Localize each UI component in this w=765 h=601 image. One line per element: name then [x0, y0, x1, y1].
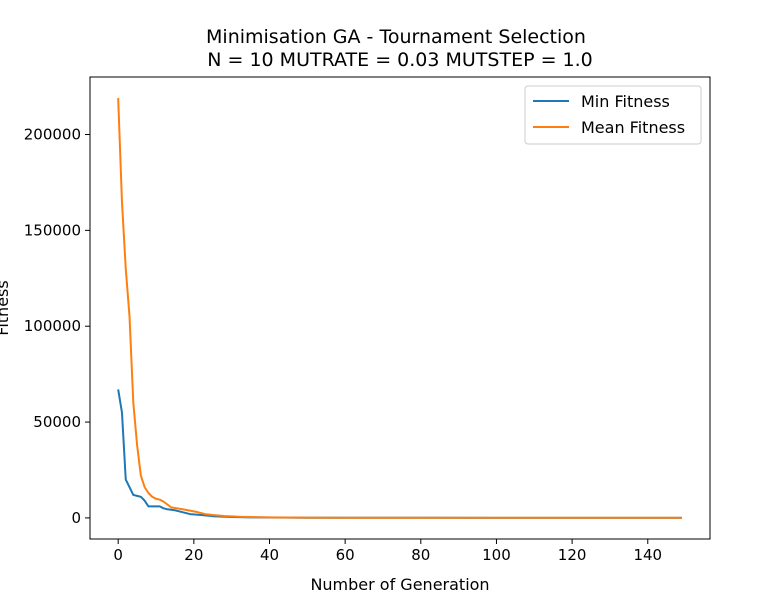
series-lines: [117, 98, 682, 519]
x-tick-label: 40: [260, 546, 279, 564]
chart-subtitle: N = 10 MUTRATE = 0.03 MUTSTEP = 1.0: [207, 49, 593, 71]
legend: Min Fitness Mean Fitness: [524, 85, 702, 145]
x-axis-ticks: 0 20 40 60 80 100 120 140: [113, 539, 662, 564]
x-tick-label: 100: [482, 546, 511, 564]
x-tick-label: 20: [184, 546, 203, 564]
legend-label-min-fitness: Min Fitness: [581, 92, 670, 111]
series-line-min-fitness: [117, 389, 682, 519]
chart-title: Minimisation GA - Tournament Selection: [206, 26, 586, 48]
y-tick-label: 150000: [24, 221, 81, 239]
legend-label-mean-fitness: Mean Fitness: [581, 118, 685, 137]
y-axis-ticks: 0 50000 100000 150000 200000: [24, 126, 90, 527]
x-tick-label: 60: [336, 546, 355, 564]
series-line-mean-fitness: [117, 98, 682, 519]
plot-frame: [89, 76, 711, 540]
x-tick-label: 140: [633, 546, 662, 564]
y-tick-label: 50000: [33, 413, 81, 431]
y-tick-label: 100000: [24, 317, 81, 335]
y-tick-label: 200000: [24, 126, 81, 144]
x-axis-label: Number of Generation: [310, 575, 489, 594]
x-tick-label: 120: [558, 546, 587, 564]
y-tick-label: 0: [71, 509, 81, 527]
x-tick-label: 0: [113, 546, 123, 564]
y-axis-label: Fitness: [0, 280, 12, 335]
x-tick-label: 80: [411, 546, 430, 564]
